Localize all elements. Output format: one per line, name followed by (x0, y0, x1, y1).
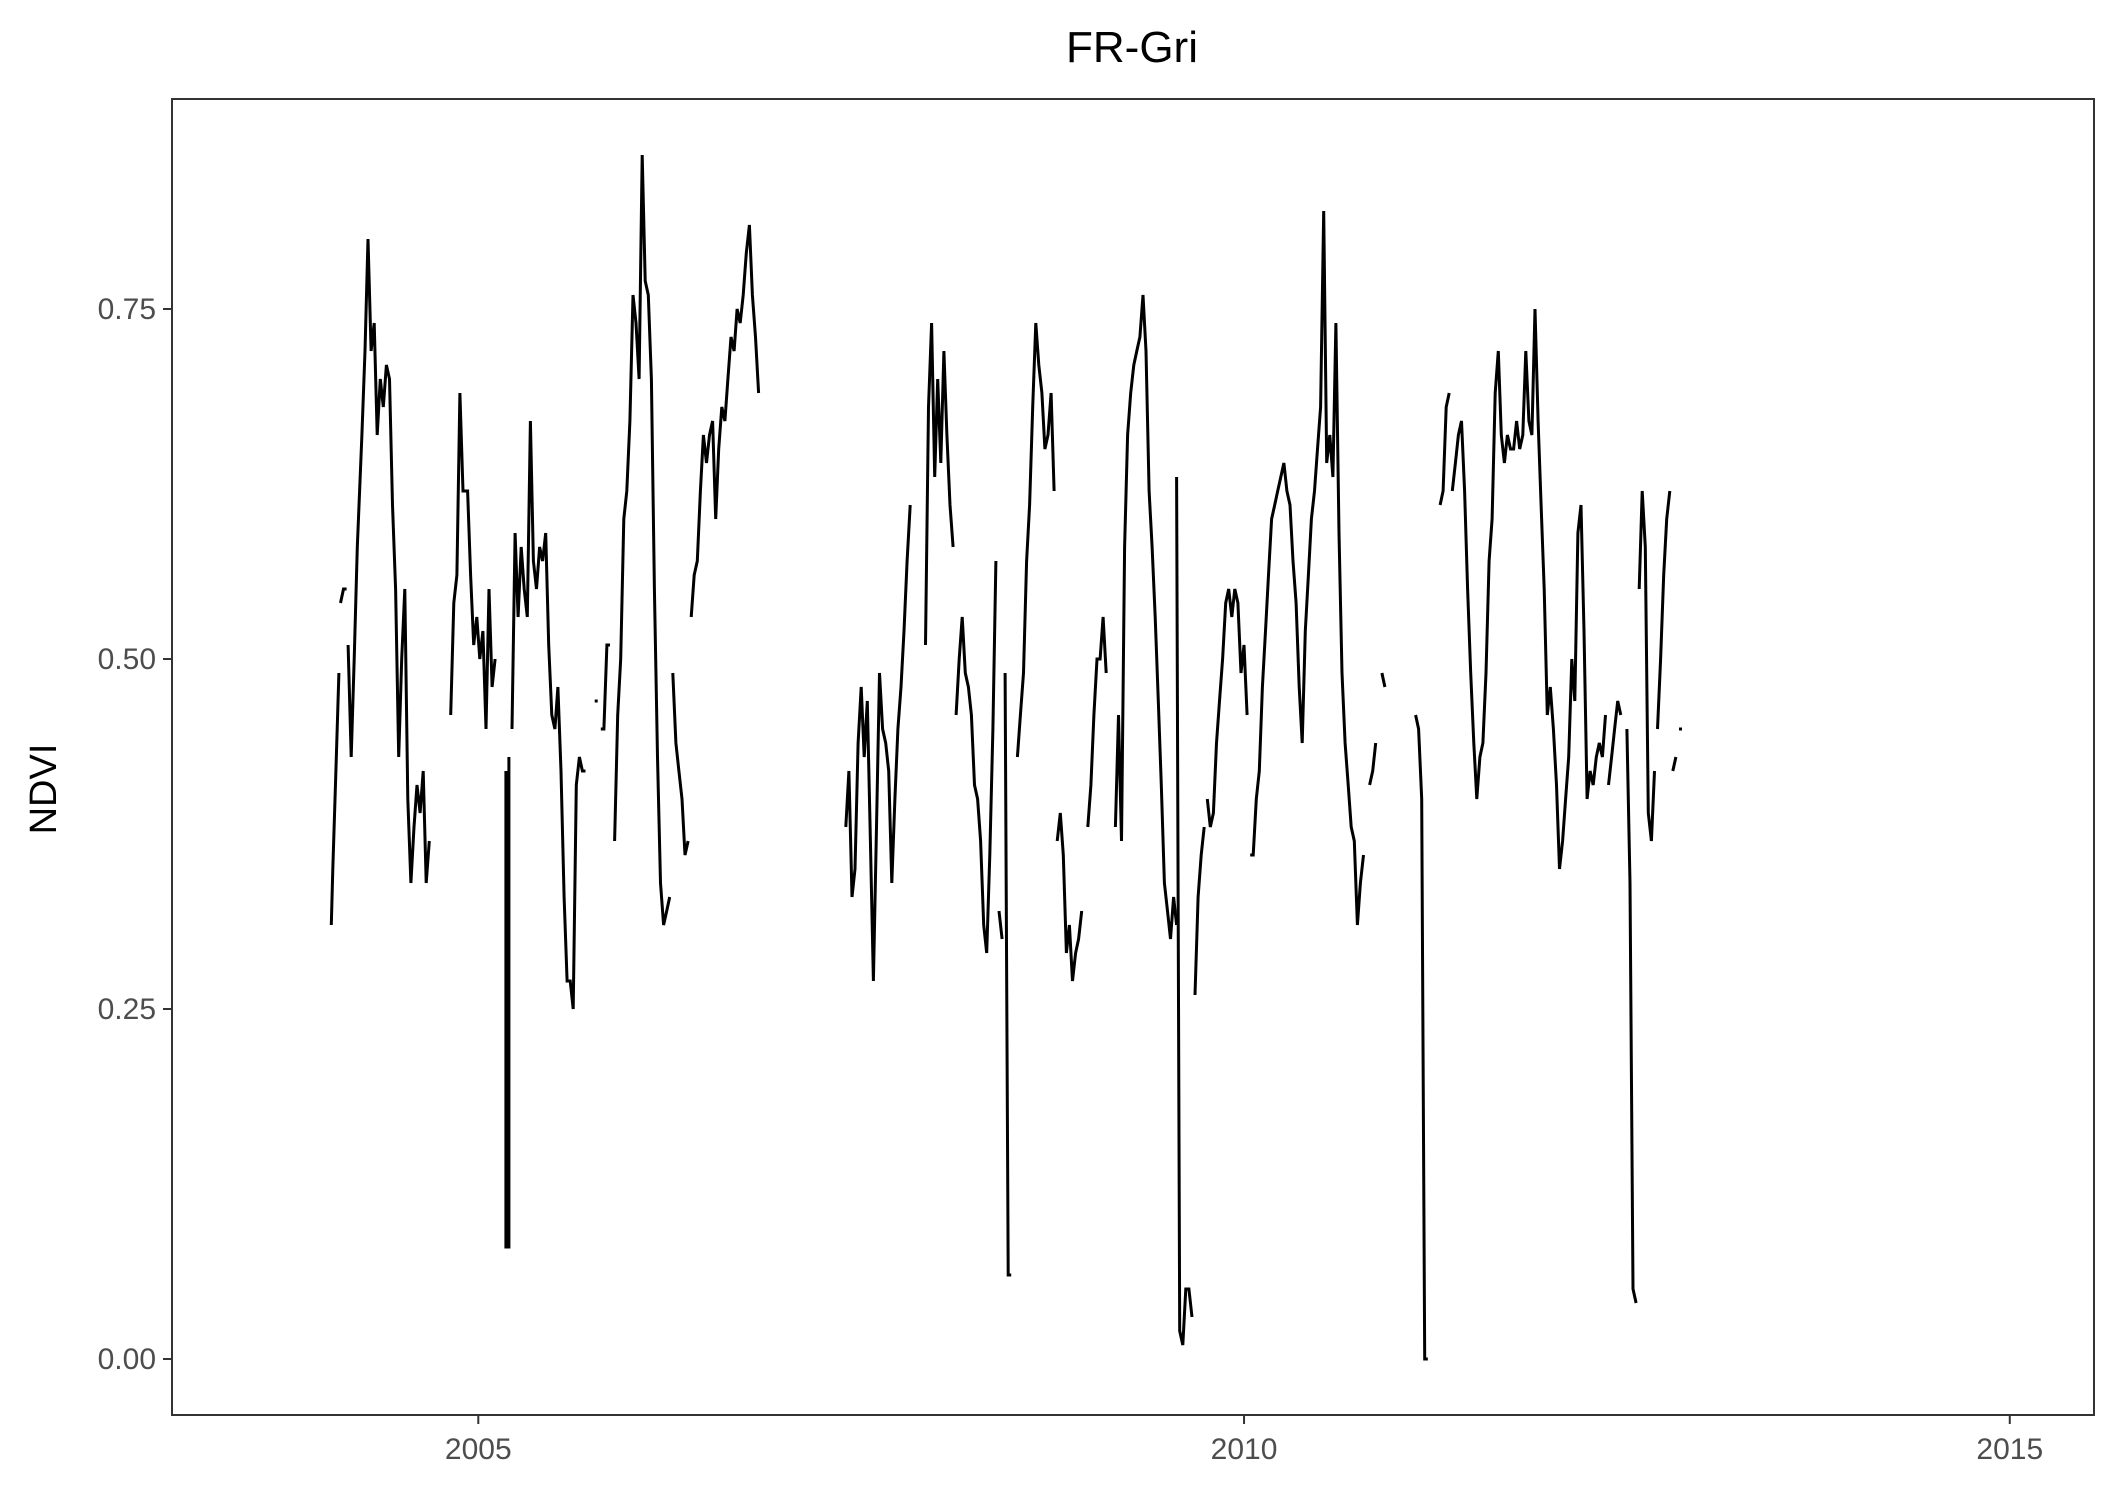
ndvi-series (329, 154, 1682, 1361)
ndvi-line-segment (613, 154, 672, 926)
ndvi-line-segment (1250, 210, 1365, 926)
ndvi-line-segment (844, 504, 912, 982)
ndvi-line-segment (339, 587, 347, 604)
ndvi-line-segment (1113, 294, 1179, 940)
ndvi-line-segment (1193, 826, 1206, 996)
ndvi-line-segment (504, 757, 511, 1249)
x-tick-label: 2005 (445, 1433, 512, 1466)
chart-title: FR-Gri (1066, 23, 1198, 72)
y-axis: 0.00 0.25 0.50 0.75 (98, 293, 172, 1376)
ndvi-line-segment (1637, 490, 1656, 842)
plot-panel (171, 98, 2095, 1416)
y-tick-label: 0.25 (98, 993, 156, 1026)
ndvi-line-segment (1450, 308, 1607, 870)
x-tick-label: 2015 (1976, 1433, 2043, 1466)
ndvi-line-segment (1003, 672, 1012, 1277)
y-tick-label: 0.50 (98, 643, 156, 676)
ndvi-line-segment (1205, 588, 1249, 828)
x-axis: 2005 2010 2015 (445, 1415, 2043, 1466)
ndvi-line-segment (1656, 490, 1672, 730)
ndvi-line-segment (346, 238, 431, 884)
x-tick-label: 2010 (1211, 1433, 1278, 1466)
ndvi-line-segment (1438, 392, 1451, 506)
ndvi-line-segment (997, 910, 1004, 940)
ndvi-line-segment (1625, 728, 1638, 1304)
ndvi-line-segment (329, 672, 341, 926)
ndvi-line-segment (671, 672, 690, 856)
ndvi-line-segment (1015, 322, 1056, 758)
ndvi-line-segment (1414, 714, 1428, 1361)
ndvi-line-segment (1368, 742, 1378, 786)
y-tick-label: 0.00 (98, 1343, 156, 1376)
ndvi-line-segment (1380, 672, 1387, 688)
ndvi-line-segment (954, 560, 998, 954)
ndvi-line-segment (1055, 812, 1084, 982)
ndvi-line-segment (1086, 616, 1108, 828)
y-tick-label: 0.75 (98, 293, 156, 326)
ndvi-line-segment (1175, 476, 1194, 1346)
ndvi-line-segment (510, 420, 586, 1010)
y-axis-title: NDVI (23, 744, 65, 835)
ndvi-line-segment (449, 392, 497, 730)
ndvi-line-segment (924, 322, 955, 646)
ndvi-line-segment (689, 224, 761, 618)
ndvi-line-segment (1607, 700, 1623, 786)
ndvi-line-segment (1671, 756, 1678, 772)
ndvi-line-segment (600, 643, 610, 731)
